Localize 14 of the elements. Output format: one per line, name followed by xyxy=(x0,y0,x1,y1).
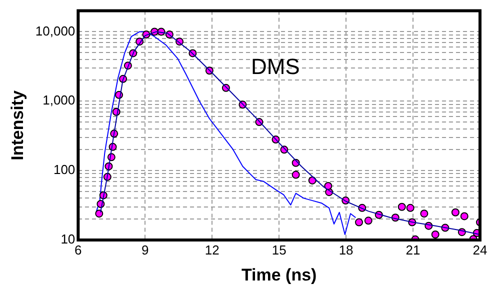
x-tick-label: 18 xyxy=(338,242,354,258)
x-axis-title: Time (ns) xyxy=(241,265,317,284)
annotation: DMS xyxy=(250,54,300,80)
x-tick-label: 15 xyxy=(272,242,286,258)
y-tick-label: 1,000 xyxy=(42,92,76,108)
x-tick-label: 12 xyxy=(204,242,220,258)
x-tick-label: 6 xyxy=(74,242,82,258)
y-tick-label: 10 xyxy=(60,232,76,247)
y-tick-label: 10,000 xyxy=(35,23,76,38)
x-tick-label: 9 xyxy=(142,242,149,258)
x-tick-label: 21 xyxy=(406,242,420,258)
y-tick-label: 100 xyxy=(53,162,76,178)
x-tick-label: 24 xyxy=(472,242,488,258)
y-axis-title: Intensity xyxy=(8,90,27,160)
